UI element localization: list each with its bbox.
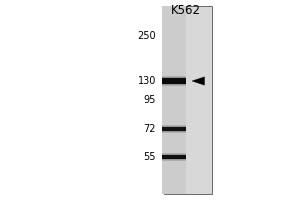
FancyBboxPatch shape [162, 6, 186, 194]
Text: 72: 72 [143, 124, 156, 134]
Text: 130: 130 [138, 76, 156, 86]
Text: K562: K562 [171, 4, 201, 18]
FancyBboxPatch shape [162, 126, 186, 132]
Text: 95: 95 [144, 95, 156, 105]
FancyBboxPatch shape [164, 6, 211, 194]
FancyBboxPatch shape [162, 154, 186, 160]
FancyBboxPatch shape [162, 155, 186, 159]
Text: 55: 55 [143, 152, 156, 162]
FancyBboxPatch shape [162, 76, 186, 86]
FancyBboxPatch shape [162, 77, 186, 85]
Text: 250: 250 [137, 31, 156, 41]
Polygon shape [192, 77, 205, 85]
FancyBboxPatch shape [162, 153, 186, 161]
FancyBboxPatch shape [162, 78, 186, 84]
FancyBboxPatch shape [162, 125, 186, 133]
FancyBboxPatch shape [162, 127, 186, 131]
